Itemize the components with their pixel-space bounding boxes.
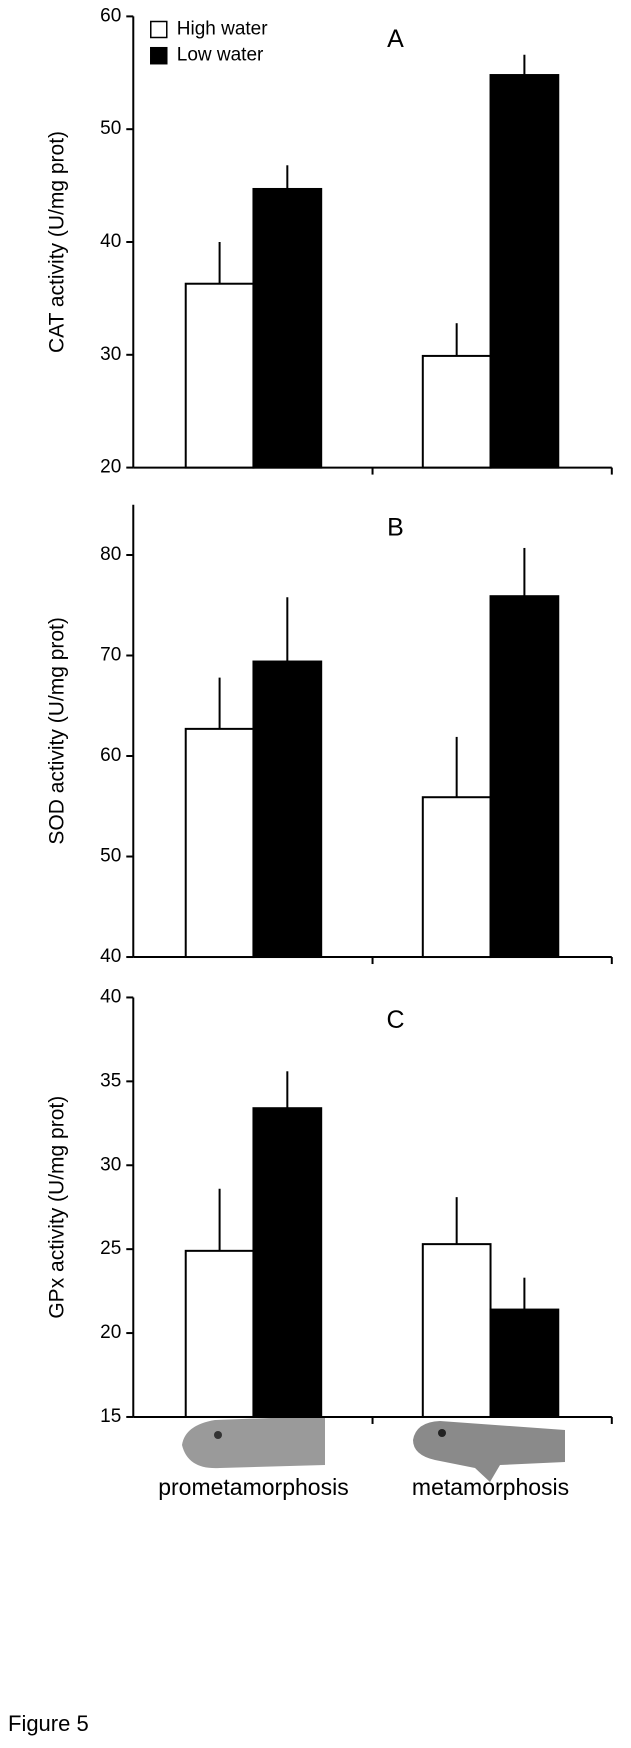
bar — [489, 595, 560, 959]
y-tick-label: 60 — [100, 745, 121, 766]
panel-label: A — [387, 25, 404, 53]
bar — [252, 187, 323, 469]
y-tick-label: 50 — [100, 118, 121, 139]
y-tick-label: 25 — [100, 1238, 121, 1259]
y-tick-label: 60 — [100, 5, 121, 26]
legend-label: Low water — [177, 45, 264, 66]
frog-eye — [438, 1429, 446, 1437]
frog-eye — [214, 1431, 222, 1439]
y-tick-label: 40 — [100, 986, 121, 1007]
y-axis-label: SOD activity (U/mg prot) — [46, 617, 69, 845]
y-tick-label: 20 — [100, 1322, 121, 1343]
bar — [252, 1107, 323, 1418]
frog-prometamorphosis — [182, 1416, 325, 1469]
x-tick-label: prometamorphosis — [158, 1474, 348, 1500]
bar — [421, 796, 492, 959]
panel-label: B — [387, 513, 404, 541]
figure-label: Figure 5 — [8, 1711, 89, 1736]
y-tick-label: 40 — [100, 231, 121, 252]
y-tick-label: 30 — [100, 1154, 121, 1175]
frog-metamorphosis — [413, 1421, 565, 1482]
frog-image — [413, 1421, 565, 1482]
bar — [421, 354, 492, 469]
bar — [184, 727, 255, 959]
frog-image — [182, 1416, 325, 1469]
y-tick-label: 35 — [100, 1070, 121, 1091]
y-tick-label: 40 — [100, 946, 121, 967]
y-axis-label: CAT activity (U/mg prot) — [46, 131, 69, 353]
legend-swatch — [150, 20, 168, 39]
bar — [184, 1249, 255, 1418]
y-tick-label: 80 — [100, 544, 121, 565]
y-tick-label: 50 — [100, 846, 121, 867]
legend-swatch — [150, 46, 168, 65]
legend-label: High water — [177, 19, 268, 40]
y-tick-label: 15 — [100, 1406, 121, 1427]
y-axis-label: GPx activity (U/mg prot) — [46, 1096, 69, 1319]
bar — [421, 1243, 492, 1418]
bar — [489, 1308, 560, 1418]
x-tick-label: metamorphosis — [412, 1474, 569, 1500]
y-tick-label: 30 — [100, 344, 121, 365]
bar — [184, 282, 255, 469]
y-tick-label: 20 — [100, 457, 121, 478]
bar — [252, 660, 323, 959]
panel-label: C — [386, 1006, 404, 1034]
y-tick-label: 70 — [100, 645, 121, 666]
bar — [489, 74, 560, 469]
